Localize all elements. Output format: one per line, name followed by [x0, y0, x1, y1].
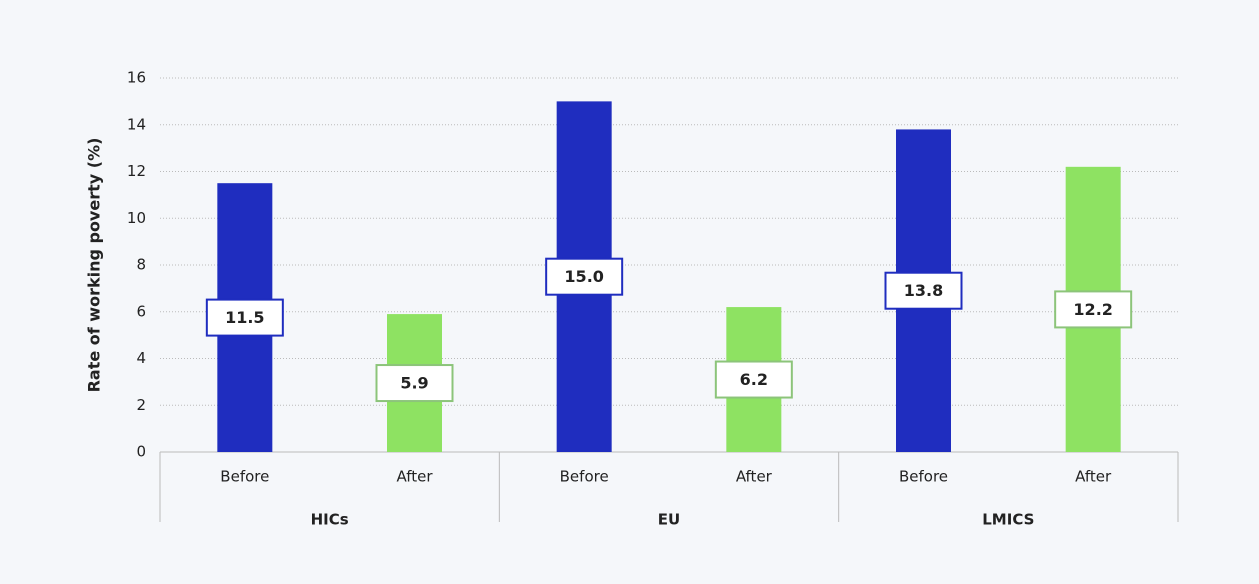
value-label-box	[1054, 290, 1133, 329]
value-label-box	[714, 360, 793, 399]
value-label: 6.2	[740, 370, 768, 389]
x-tick-label: Before	[899, 468, 948, 486]
y-tick-label: 2	[136, 396, 146, 414]
x-tick-label: After	[1075, 468, 1112, 486]
y-tick-label: 0	[136, 443, 146, 461]
group-label: HICs	[311, 511, 349, 529]
y-tick-label: 16	[127, 69, 146, 87]
x-tick-label: Before	[220, 468, 269, 486]
value-label: 11.5	[225, 308, 264, 327]
value-label-box	[375, 364, 454, 403]
value-label: 5.9	[400, 374, 428, 393]
y-tick-label: 6	[136, 302, 146, 320]
value-label: 13.8	[904, 281, 943, 300]
value-label-box	[884, 271, 963, 310]
x-tick-label: After	[396, 468, 433, 486]
value-label-box	[205, 298, 284, 337]
group-label: LMICS	[982, 511, 1034, 529]
value-label: 12.2	[1073, 300, 1112, 319]
x-tick-label: After	[736, 468, 773, 486]
y-axis-label: Rate of working poverty (%)	[85, 138, 104, 393]
group-label: EU	[658, 511, 680, 529]
y-tick-label: 4	[136, 349, 146, 367]
y-tick-label: 14	[127, 115, 146, 133]
value-label: 15.0	[564, 267, 603, 286]
x-tick-label: Before	[560, 468, 609, 486]
value-label-box	[545, 257, 624, 296]
y-tick-label: 10	[127, 209, 146, 227]
y-tick-label: 12	[127, 162, 146, 180]
y-tick-label: 8	[136, 256, 146, 274]
